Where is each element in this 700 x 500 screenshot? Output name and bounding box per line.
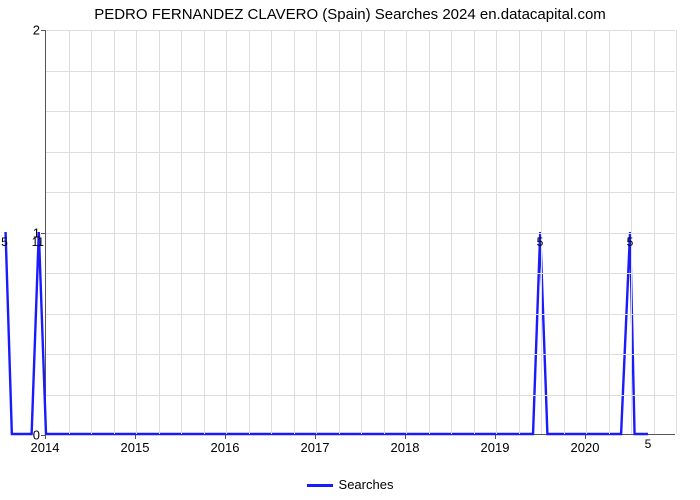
- data-point-label: 11: [32, 235, 44, 249]
- gridline-v: [204, 30, 205, 434]
- x-tick-mark: [405, 435, 406, 439]
- x-tick-label: 2019: [481, 440, 510, 455]
- chart-title: PEDRO FERNANDEZ CLAVERO (Spain) Searches…: [0, 6, 700, 23]
- data-point-label: 5: [627, 235, 634, 249]
- data-point-label: 5: [1, 235, 8, 249]
- y-tick-label: 2: [10, 23, 40, 38]
- gridline-v: [541, 30, 542, 434]
- gridline-v: [339, 30, 340, 434]
- gridline-v: [294, 30, 295, 434]
- x-tick-mark: [45, 435, 46, 439]
- gridline-v: [609, 30, 610, 434]
- x-tick-label: 2016: [211, 440, 240, 455]
- gridline-v: [271, 30, 272, 434]
- gridline-v: [654, 30, 655, 434]
- legend-swatch: [307, 484, 333, 487]
- gridline-v: [474, 30, 475, 434]
- gridline-v: [91, 30, 92, 434]
- x-tick-label: 2018: [391, 440, 420, 455]
- x-tick-label: 2015: [121, 440, 150, 455]
- gridline-v: [384, 30, 385, 434]
- x-tick-mark: [495, 435, 496, 439]
- y-tick-mark: [41, 233, 45, 234]
- gridline-v: [114, 30, 115, 434]
- x-tick-label: 2017: [301, 440, 330, 455]
- y-tick-mark: [41, 30, 45, 31]
- gridline-v: [226, 30, 227, 434]
- x-tick-mark: [135, 435, 136, 439]
- gridline-v: [181, 30, 182, 434]
- chart-container: PEDRO FERNANDEZ CLAVERO (Spain) Searches…: [0, 0, 700, 500]
- data-point-label: 5: [645, 437, 652, 451]
- legend: Searches: [0, 477, 700, 492]
- gridline-v: [69, 30, 70, 434]
- gridline-v: [451, 30, 452, 434]
- gridline-v: [406, 30, 407, 434]
- gridline-v: [429, 30, 430, 434]
- gridline-v: [361, 30, 362, 434]
- gridline-v: [631, 30, 632, 434]
- gridline-v: [159, 30, 160, 434]
- gridline-v: [676, 30, 677, 434]
- legend-label: Searches: [339, 477, 394, 492]
- gridline-v: [249, 30, 250, 434]
- x-tick-label: 2020: [571, 440, 600, 455]
- gridline-v: [136, 30, 137, 434]
- gridline-v: [586, 30, 587, 434]
- x-tick-mark: [315, 435, 316, 439]
- gridline-v: [496, 30, 497, 434]
- x-tick-mark: [225, 435, 226, 439]
- data-point-label: 5: [537, 235, 544, 249]
- gridline-v: [519, 30, 520, 434]
- gridline-v: [316, 30, 317, 434]
- x-tick-mark: [585, 435, 586, 439]
- plot-area: [45, 30, 675, 435]
- gridline-v: [564, 30, 565, 434]
- x-tick-label: 2014: [31, 440, 60, 455]
